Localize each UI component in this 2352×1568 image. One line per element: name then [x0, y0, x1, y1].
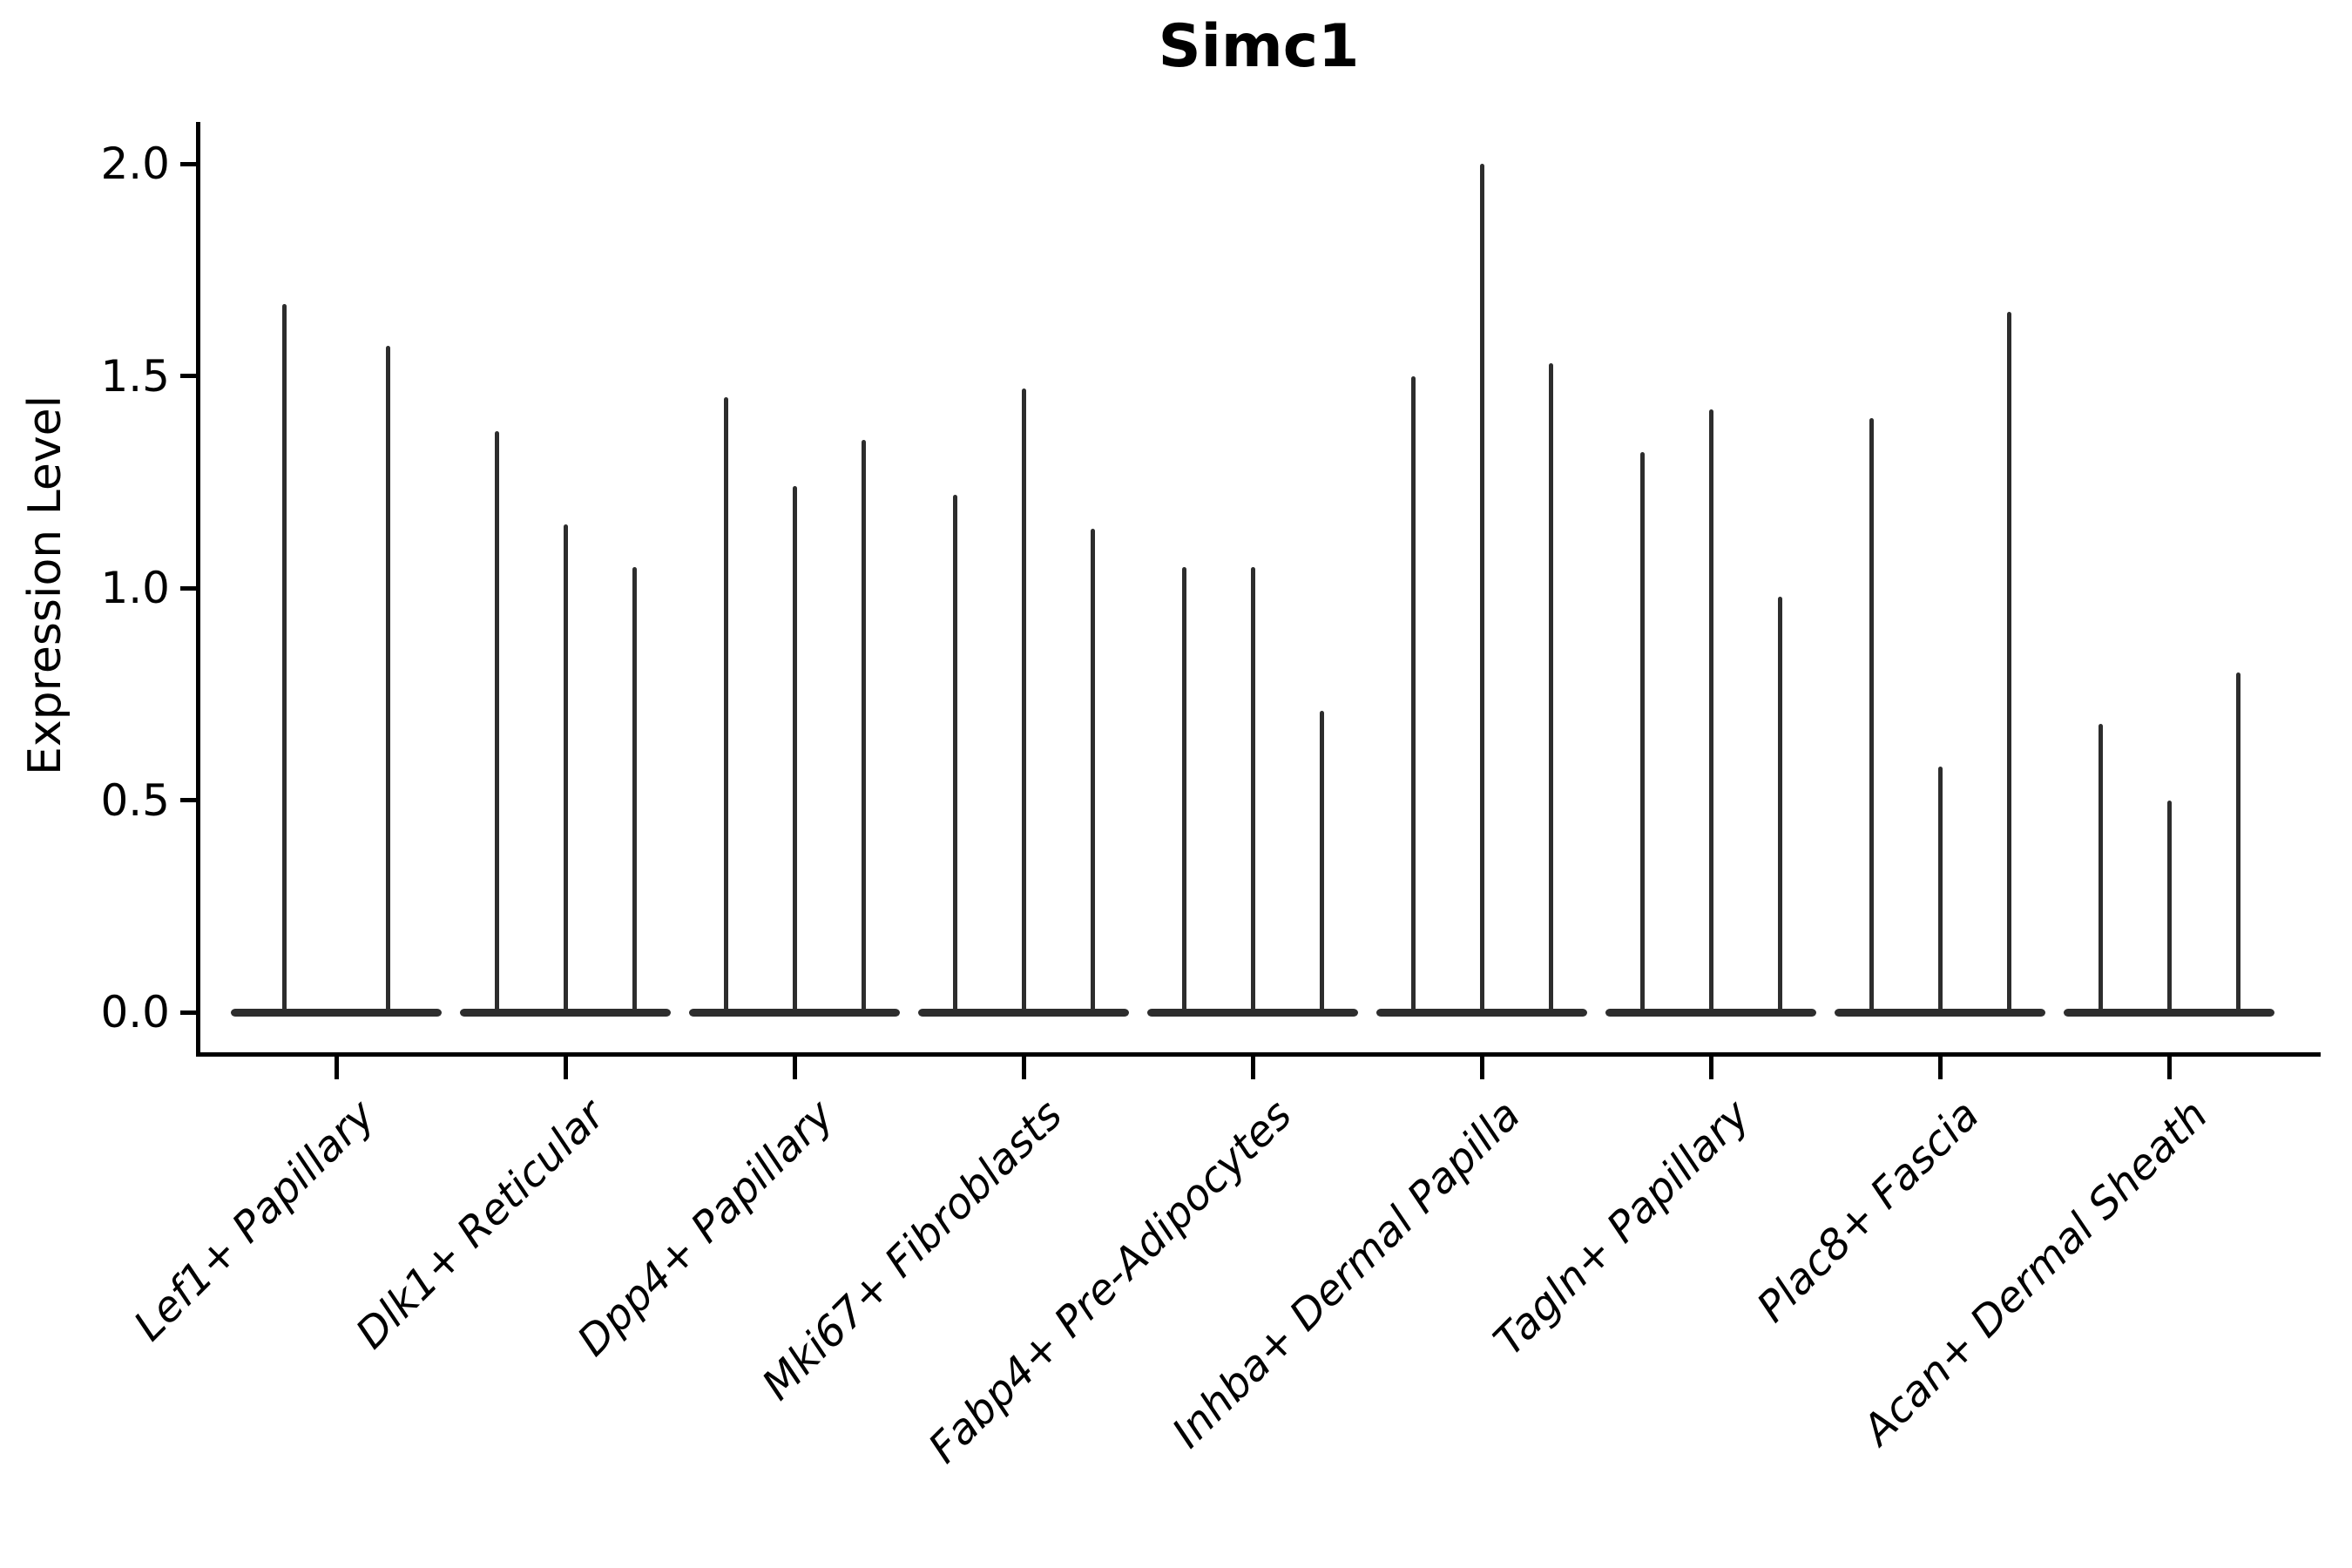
x-tick-mark: [1937, 1057, 1943, 1079]
violin-spike: [723, 396, 728, 1014]
violin-spike: [792, 486, 797, 1014]
violin-spike: [632, 566, 637, 1014]
x-tick-mark: [1021, 1057, 1026, 1079]
violin-spike: [1639, 452, 1645, 1014]
violin-spike: [2098, 723, 2103, 1014]
y-tick-label: 1.5: [100, 350, 170, 402]
violin-spike: [1410, 375, 1416, 1014]
violin-spike: [1548, 362, 1553, 1014]
violin-base: [231, 1008, 442, 1017]
x-tick-mark: [1708, 1057, 1713, 1079]
violin-spike: [952, 494, 957, 1014]
violin-spike: [563, 524, 568, 1014]
y-tick-label: 0.5: [100, 774, 170, 826]
x-tick-mark: [1250, 1057, 1255, 1079]
y-tick-mark: [180, 585, 199, 591]
violin-spike: [2235, 672, 2240, 1014]
y-tick-label: 0.0: [100, 987, 170, 1037]
violin-spike: [2166, 800, 2172, 1014]
violin-spike: [1777, 596, 1782, 1014]
y-tick-mark: [180, 161, 199, 166]
x-tick-label: Lef1+ Papillary: [125, 1091, 385, 1351]
y-tick-mark: [180, 798, 199, 802]
violin-spike: [2006, 312, 2011, 1014]
violin-spike: [494, 430, 499, 1014]
chart-title: Simc1: [1158, 12, 1360, 81]
x-tick-label: Dlk1+ Reticular: [346, 1091, 614, 1359]
x-tick-label: Plac8+ Fascia: [1747, 1091, 1989, 1332]
y-tick-mark: [180, 1010, 199, 1015]
x-tick-label: Tagln+ Papillary: [1484, 1091, 1760, 1366]
x-tick-label: Fabp4+ Pre-Adipocytes: [919, 1091, 1301, 1473]
x-tick-label: Dpp4+ Papillary: [568, 1091, 843, 1366]
x-tick-mark: [563, 1057, 568, 1079]
violin-spike: [1708, 409, 1713, 1014]
y-tick-mark: [180, 374, 199, 378]
y-tick-label: 1.0: [100, 563, 170, 613]
violin-spike: [385, 346, 390, 1014]
violin-spike: [1319, 711, 1324, 1014]
violin-spike: [1090, 528, 1095, 1014]
violin-spike: [861, 439, 866, 1014]
y-tick-label: 2.0: [100, 139, 170, 189]
violin-spike: [1181, 566, 1186, 1014]
violin-spike: [1869, 418, 1874, 1014]
x-tick-mark: [792, 1057, 797, 1079]
violin-spike: [1250, 566, 1255, 1014]
x-tick-mark: [1479, 1057, 1484, 1079]
y-axis-label: Expression Level: [19, 395, 71, 776]
x-axis-spine: [196, 1052, 2321, 1057]
violin-spike: [1021, 389, 1026, 1014]
violin-spike: [1479, 164, 1484, 1014]
violin-spike: [1937, 766, 1943, 1014]
x-tick-mark: [334, 1057, 339, 1079]
violin-spike: [282, 303, 287, 1014]
x-tick-mark: [2166, 1057, 2172, 1079]
